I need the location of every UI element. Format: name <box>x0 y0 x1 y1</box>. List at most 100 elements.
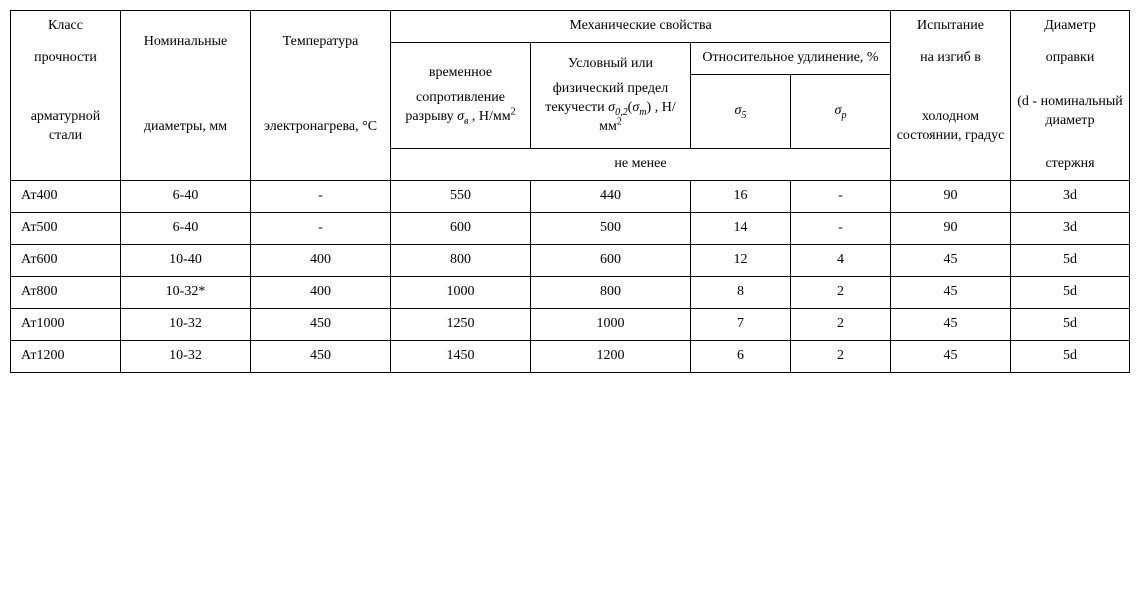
hdr-sy-line1: Условный или <box>535 55 686 74</box>
hdr-test-line1: Испытание <box>917 18 984 33</box>
hdr-ne-menee: не менее <box>391 149 891 181</box>
cell-diam: 10-32* <box>121 277 251 309</box>
cell-sy: 1200 <box>531 340 691 372</box>
hdr-temp-line1: Температура <box>283 34 359 49</box>
cell-sy: 440 <box>531 181 691 213</box>
hdr-mech-label: Механические свойства <box>569 18 711 33</box>
hdr-sigma5: σ5 <box>691 74 791 149</box>
steel-properties-table: Класс Номинальные Температура Механическ… <box>10 10 1130 373</box>
cell-diam: 10-32 <box>121 308 251 340</box>
table-row: Ат5006-40-60050014-903d <box>11 213 1130 245</box>
cell-d5: 8 <box>691 277 791 309</box>
cell-sy: 1000 <box>531 308 691 340</box>
cell-bend: 45 <box>891 245 1011 277</box>
cell-temp: - <box>251 213 391 245</box>
cell-md: 5d <box>1011 277 1130 309</box>
hdr-ne-menee-label: не менее <box>614 156 666 171</box>
cell-d5: 16 <box>691 181 791 213</box>
cell-sv: 1250 <box>391 308 531 340</box>
hdr-diam-bot: диаметры, мм <box>121 74 251 181</box>
hdr-rel-elong: Относительное удлинение, % <box>691 42 891 74</box>
cell-dp: 2 <box>791 340 891 372</box>
cell-dp: 2 <box>791 308 891 340</box>
hdr-test-2: на изгиб в <box>891 42 1011 74</box>
hdr-class-line3: арматурной стали <box>31 109 101 143</box>
cell-bend: 45 <box>891 308 1011 340</box>
cell-sv: 1000 <box>391 277 531 309</box>
cell-temp: 400 <box>251 277 391 309</box>
hdr-sy-line2: физический предел текучести σ0,2(σт) , Н… <box>535 80 686 137</box>
cell-sv: 550 <box>391 181 531 213</box>
hdr-diam-top: Номинальные <box>121 11 251 75</box>
cell-md: 5d <box>1011 340 1130 372</box>
table-row: Ат80010-32*400100080082455d <box>11 277 1130 309</box>
table-row: Ат4006-40-55044016-903d <box>11 181 1130 213</box>
cell-sv: 800 <box>391 245 531 277</box>
cell-sy: 500 <box>531 213 691 245</box>
hdr-mandrel-line3: (d - номинальный диаметр <box>1017 94 1123 128</box>
cell-bend: 90 <box>891 181 1011 213</box>
cell-bend: 45 <box>891 277 1011 309</box>
hdr-class-1: Класс <box>11 11 121 43</box>
hdr-sigmap: σр <box>791 74 891 149</box>
cell-md: 3d <box>1011 181 1130 213</box>
cell-temp: 400 <box>251 245 391 277</box>
hdr-sv-line2: сопротивление разрыву σв , Н/мм2 <box>395 89 526 127</box>
cell-cls: Ат600 <box>11 245 121 277</box>
hdr-diam-line1: Номинальные <box>144 34 228 49</box>
cell-cls: Ат1200 <box>11 340 121 372</box>
hdr-temp-bot: электронагрева, °С <box>251 74 391 181</box>
cell-d5: 12 <box>691 245 791 277</box>
hdr-sy: Условный или физический предел текучести… <box>531 42 691 149</box>
cell-bend: 45 <box>891 340 1011 372</box>
cell-dp: - <box>791 213 891 245</box>
hdr-class-line2: прочности <box>34 50 97 65</box>
header-row-1: Класс Номинальные Температура Механическ… <box>11 11 1130 43</box>
cell-bend: 90 <box>891 213 1011 245</box>
sigma5-symbol: σ5 <box>735 103 747 118</box>
cell-dp: - <box>791 181 891 213</box>
cell-dp: 2 <box>791 277 891 309</box>
cell-temp: - <box>251 181 391 213</box>
cell-diam: 10-32 <box>121 340 251 372</box>
hdr-mandrel-3: (d - номинальный диаметр <box>1011 74 1130 149</box>
cell-sy: 600 <box>531 245 691 277</box>
cell-temp: 450 <box>251 340 391 372</box>
hdr-class-line1: Класс <box>48 18 83 33</box>
table-row: Ат100010-324501250100072455d <box>11 308 1130 340</box>
hdr-test-line3: холодном состоянии, градус <box>897 109 1005 143</box>
hdr-sv: временное сопротивление разрыву σв , Н/м… <box>391 42 531 149</box>
hdr-diam-line2: диаметры, мм <box>144 119 227 134</box>
cell-cls: Ат500 <box>11 213 121 245</box>
cell-diam: 10-40 <box>121 245 251 277</box>
hdr-mech: Механические свойства <box>391 11 891 43</box>
cell-diam: 6-40 <box>121 181 251 213</box>
cell-d5: 7 <box>691 308 791 340</box>
cell-sy: 800 <box>531 277 691 309</box>
hdr-class-3: арматурной стали <box>11 74 121 181</box>
cell-temp: 450 <box>251 308 391 340</box>
hdr-rel-elong-label: Относительное удлинение, % <box>702 50 878 65</box>
sigma-t-symbol: σт <box>632 100 646 115</box>
hdr-mandrel-1: Диаметр <box>1011 11 1130 43</box>
hdr-mandrel-2: оправки <box>1011 42 1130 74</box>
sigma-v-symbol: σв <box>457 109 468 124</box>
hdr-temp-top: Температура <box>251 11 391 75</box>
cell-d5: 14 <box>691 213 791 245</box>
hdr-mandrel-4: стержня <box>1011 149 1130 181</box>
hdr-mandrel-line4: стержня <box>1045 156 1094 171</box>
hdr-test-line2: на изгиб в <box>920 50 981 65</box>
hdr-class-2: прочности <box>11 42 121 74</box>
table-row: Ат60010-40400800600124455d <box>11 245 1130 277</box>
hdr-sv-line1: временное <box>395 64 526 83</box>
cell-diam: 6-40 <box>121 213 251 245</box>
cell-sv: 600 <box>391 213 531 245</box>
cell-cls: Ат1000 <box>11 308 121 340</box>
sigma-02-symbol: σ0,2 <box>608 100 628 115</box>
hdr-test-1: Испытание <box>891 11 1011 43</box>
hdr-mandrel-line1: Диаметр <box>1044 18 1096 33</box>
hdr-mandrel-line2: оправки <box>1046 50 1095 65</box>
cell-cls: Ат800 <box>11 277 121 309</box>
cell-md: 3d <box>1011 213 1130 245</box>
hdr-test-3: холодном состоянии, градус <box>891 74 1011 181</box>
